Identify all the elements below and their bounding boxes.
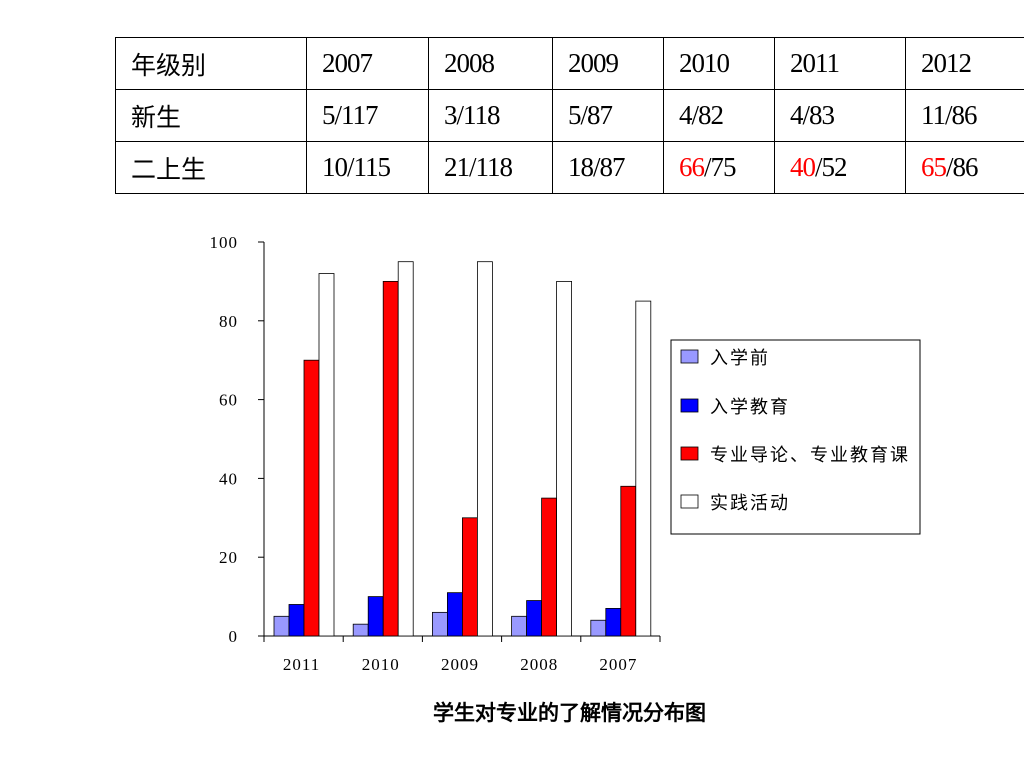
table-cell: 4/82 xyxy=(663,89,775,142)
table-cell-total: /86 xyxy=(945,100,978,130)
legend-swatch xyxy=(680,494,699,509)
y-tick-label: 40 xyxy=(219,469,238,488)
table-cell-total: /75 xyxy=(704,152,737,182)
y-tick-label: 100 xyxy=(210,233,239,252)
legend-label: 入学前 xyxy=(710,348,770,369)
table-cell-count: 3 xyxy=(444,100,457,130)
table-row-label: 新生 xyxy=(115,89,307,142)
x-tick-label: 2011 xyxy=(283,655,320,674)
bar xyxy=(526,600,542,637)
x-tick-label: 2010 xyxy=(362,655,400,674)
legend-swatch xyxy=(680,398,699,413)
table-header-label: 年级别 xyxy=(115,37,307,90)
table-cell-count: 5 xyxy=(568,100,581,130)
bar xyxy=(461,517,478,637)
table-cell-total: /86 xyxy=(946,152,979,182)
legend-box xyxy=(670,339,921,535)
x-tick-label: 2009 xyxy=(441,655,479,674)
bar xyxy=(590,619,607,637)
table-cell: 10/115 xyxy=(306,141,429,194)
table-row: 二上生 10/115 21/118 18/87 66/75 40/52 65/86 xyxy=(115,141,1024,194)
bar xyxy=(556,280,572,637)
table-cell-count: 66 xyxy=(679,152,705,182)
table-header-year: 2008 xyxy=(428,37,553,90)
bar xyxy=(541,497,557,637)
table-cell: 5/117 xyxy=(306,89,429,142)
y-tick-label: 20 xyxy=(219,548,238,567)
table-cell: 11/86 xyxy=(905,89,1024,142)
table-row-label: 二上生 xyxy=(115,141,307,194)
table-cell: 21/118 xyxy=(428,141,553,194)
table-cell-total: /87 xyxy=(580,100,614,130)
table-header-year: 2012 xyxy=(905,37,1024,90)
bar xyxy=(431,611,448,637)
bar xyxy=(605,608,622,637)
table-cell: 40/52 xyxy=(774,141,906,194)
table-cell-total: /118 xyxy=(469,152,513,182)
y-tick-label: 60 xyxy=(219,391,238,410)
bar xyxy=(367,596,384,637)
legend-label: 实践活动 xyxy=(710,493,790,514)
table-cell-total: /52 xyxy=(815,152,848,182)
y-tick-label: 0 xyxy=(229,627,239,646)
legend-label: 专业导论、专业教育课 xyxy=(710,445,910,466)
bar xyxy=(620,485,637,637)
table-cell-count: 11 xyxy=(921,100,946,130)
table-cell-count: 10 xyxy=(322,152,348,182)
table-cell-total: /115 xyxy=(347,152,391,182)
table-header-year: 2007 xyxy=(306,37,429,90)
x-tick-label: 2008 xyxy=(520,655,558,674)
data-table: 年级别 2007 2008 2009 2010 2011 2012 新生 5/117 3/118 5… xyxy=(115,37,1024,194)
table-cell-count: 18 xyxy=(568,152,594,182)
bar xyxy=(446,592,463,637)
table-cell-count: 65 xyxy=(921,152,947,182)
y-tick-label: 80 xyxy=(219,312,238,331)
table-cell-count: 40 xyxy=(790,152,816,182)
bar xyxy=(303,359,320,637)
table-cell-total: /87 xyxy=(593,152,626,182)
table-header-year: 2011 xyxy=(774,37,906,90)
table-cell: 18/87 xyxy=(552,141,664,194)
x-tick-label: 2007 xyxy=(599,655,637,674)
bar xyxy=(635,300,652,637)
table-cell: 66/75 xyxy=(663,141,775,194)
bar xyxy=(352,623,369,637)
table-cell-count: 4 xyxy=(790,100,803,130)
bar xyxy=(382,280,399,637)
bar xyxy=(288,604,305,637)
bar xyxy=(397,261,414,637)
table-cell-total: /82 xyxy=(691,100,725,130)
table-cell: 5/87 xyxy=(552,89,664,142)
table-cell-total: /83 xyxy=(802,100,836,130)
table-cell-total: /117 xyxy=(334,100,379,130)
table-cell: 65/86 xyxy=(905,141,1024,194)
bar xyxy=(511,615,528,637)
bar xyxy=(476,261,493,637)
table-cell-total: /118 xyxy=(456,100,501,130)
table-row: 新生 5/117 3/118 5/87 4/82 4/83 11/86 xyxy=(115,89,1024,142)
table-cell-count: 21 xyxy=(444,152,470,182)
legend-label: 入学教育 xyxy=(710,397,790,418)
chart-title: 学生对专业的了解情况分布图 xyxy=(433,701,706,725)
legend-swatch xyxy=(680,446,699,461)
table-cell-count: 5 xyxy=(322,100,335,130)
bar xyxy=(318,273,335,637)
table-cell-count: 4 xyxy=(679,100,692,130)
legend-swatch xyxy=(680,349,699,364)
bar xyxy=(273,615,290,637)
